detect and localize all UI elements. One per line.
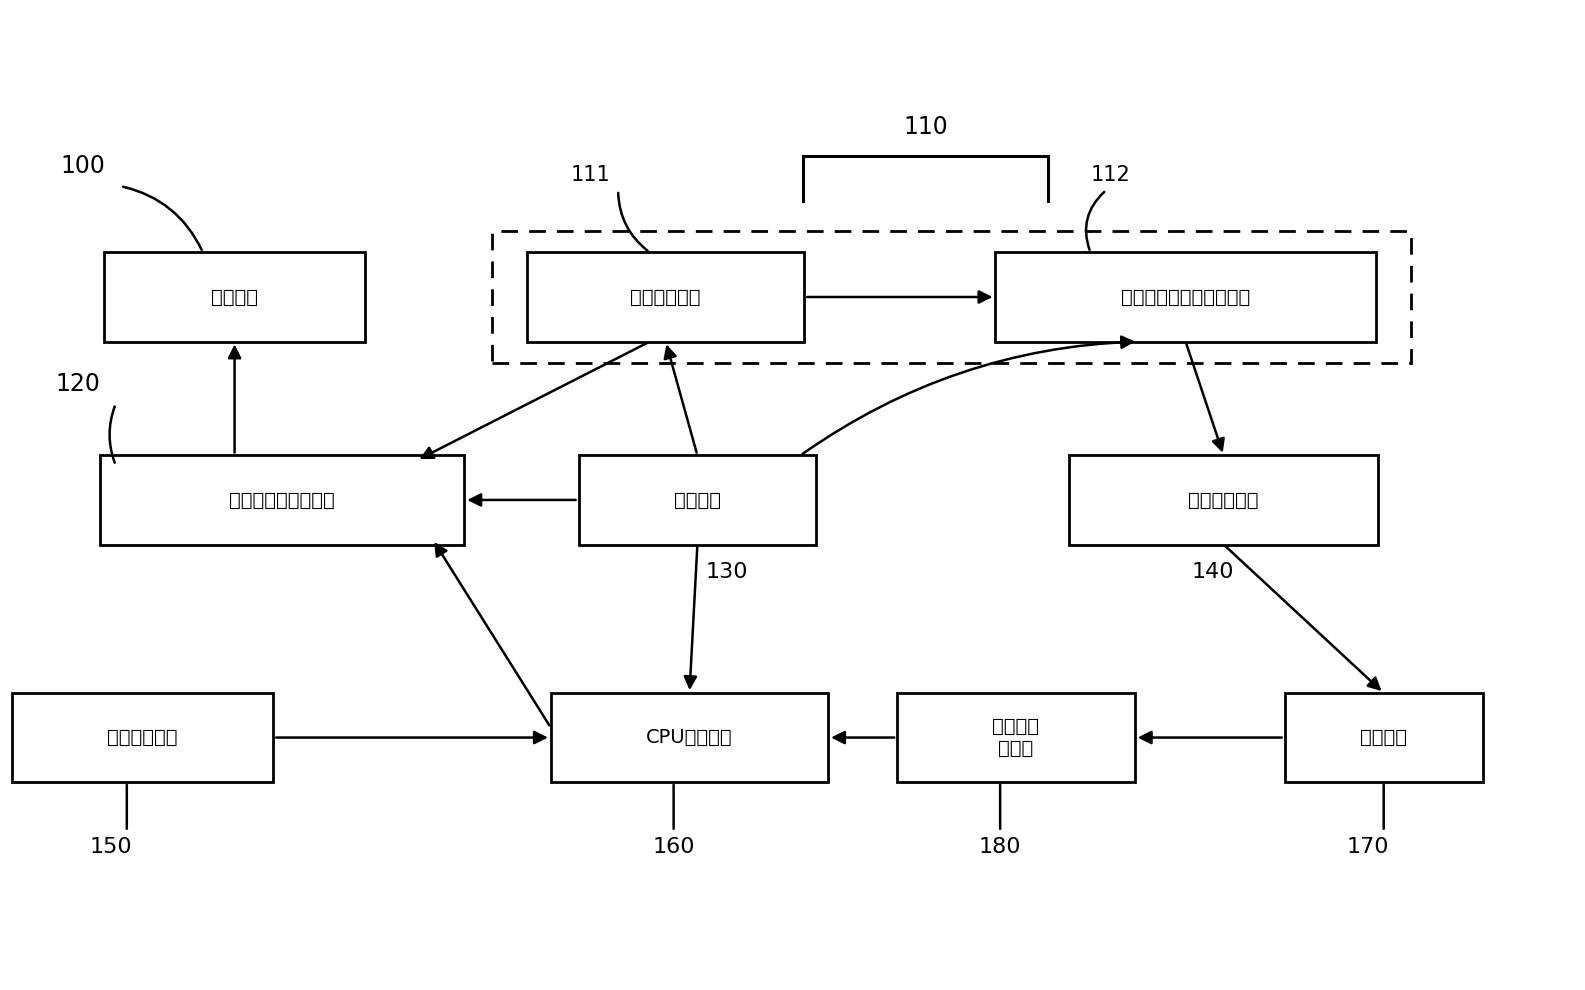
Bar xyxy=(995,252,1376,342)
Text: 宽频带线性功率放大电路: 宽频带线性功率放大电路 xyxy=(1121,287,1251,307)
Text: 显示单元: 显示单元 xyxy=(211,287,258,307)
Text: 150: 150 xyxy=(90,837,132,856)
Text: 180: 180 xyxy=(980,837,1021,856)
Text: 溶栓探头: 溶栓探头 xyxy=(1360,728,1407,747)
Text: 小信号放大器: 小信号放大器 xyxy=(631,287,701,307)
Text: 112: 112 xyxy=(1090,165,1130,185)
Text: 170: 170 xyxy=(1347,837,1388,856)
Text: CPU控制单元: CPU控制单元 xyxy=(647,728,732,747)
Text: 140: 140 xyxy=(1192,562,1235,582)
Text: 160: 160 xyxy=(653,837,694,856)
Text: 130: 130 xyxy=(705,562,748,582)
Text: 电源单元: 电源单元 xyxy=(674,490,721,510)
Bar xyxy=(491,231,1411,363)
Bar xyxy=(579,455,816,544)
Text: 100: 100 xyxy=(60,154,105,178)
Bar xyxy=(552,693,827,782)
Text: 110: 110 xyxy=(903,115,948,139)
Bar xyxy=(1284,693,1484,782)
Bar xyxy=(897,693,1135,782)
Bar xyxy=(11,693,273,782)
Text: 111: 111 xyxy=(571,165,610,185)
Bar xyxy=(1068,455,1377,544)
Bar xyxy=(528,252,805,342)
Bar xyxy=(103,252,365,342)
Text: 电流电压
检测器: 电流电压 检测器 xyxy=(992,717,1040,758)
Bar xyxy=(100,455,464,544)
Text: 可编程逻辑控制单元: 可编程逻辑控制单元 xyxy=(230,490,334,510)
Text: 阻抗匹配电路: 阻抗匹配电路 xyxy=(1189,490,1258,510)
Text: 按键控制单元: 按键控制单元 xyxy=(108,728,178,747)
Text: 120: 120 xyxy=(55,372,100,396)
